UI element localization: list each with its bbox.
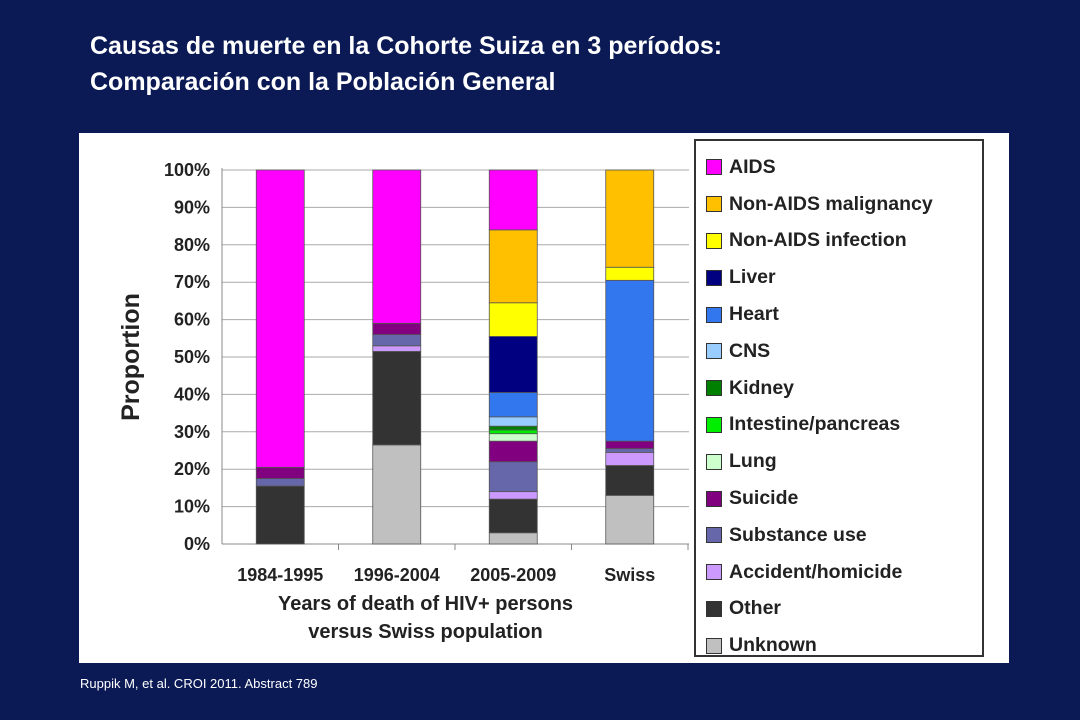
legend-item: Lung — [706, 443, 982, 480]
x-axis-label: Years of death of HIV+ persons — [278, 593, 573, 615]
bar-segment-kidney — [488, 425, 538, 431]
x-tick-label: 2005-2009 — [470, 565, 556, 585]
legend-swatch — [706, 527, 722, 544]
bar-segment-suicide — [372, 322, 422, 335]
legend-item: CNS — [706, 333, 982, 370]
slide-title: Causas de muerte en la Cohorte Suiza en … — [90, 28, 722, 100]
bar-segment-unknown — [488, 532, 538, 545]
legend-swatch — [706, 306, 722, 323]
y-tick-label: 50% — [174, 347, 210, 367]
bar-segment-non-aids-infection — [488, 302, 538, 337]
y-tick-label: 100% — [164, 160, 210, 180]
legend-item: Intestine/pancreas — [706, 407, 982, 444]
y-tick-label: 60% — [174, 310, 210, 330]
legend-swatch — [706, 159, 722, 176]
legend-label: Other — [729, 597, 782, 620]
legend-swatch — [706, 196, 722, 213]
legend-swatch — [706, 564, 722, 581]
legend-swatch — [706, 600, 722, 617]
bar-segment-substance-use — [372, 334, 422, 347]
legend-item: Substance use — [706, 517, 982, 554]
legend-item: Other — [706, 591, 982, 628]
y-tick-label: 0% — [184, 534, 210, 554]
legend-swatch — [706, 269, 722, 286]
legend-label: Non-AIDS infection — [729, 229, 907, 252]
bar-segment-substance-use — [255, 478, 305, 487]
legend-label: AIDS — [729, 155, 776, 178]
legend-swatch — [706, 490, 722, 507]
bar-segment-intestine-pancreas — [488, 429, 538, 435]
x-tick-label: 1984-1995 — [237, 565, 323, 585]
y-tick-label: 40% — [174, 384, 210, 404]
legend-label: Heart — [729, 303, 779, 326]
bar-segment-heart — [605, 279, 655, 442]
legend-item: Kidney — [706, 370, 982, 407]
legend-label: Liver — [729, 266, 776, 289]
bar-segment-heart — [488, 392, 538, 418]
bar-segment-substance-use — [605, 448, 655, 453]
bar-segment-liver — [488, 336, 538, 393]
y-tick-label: 30% — [174, 422, 210, 442]
legend-item: Accident/homicide — [706, 554, 982, 591]
legend-swatch — [706, 453, 722, 470]
x-axis-label: versus Swiss population — [308, 621, 543, 643]
bar-segment-aids — [255, 169, 305, 468]
stacked-bar-chart: 0% 10% 20% 30% 40% 50% 60% 70% 80% 90% 100% 1984-19… — [117, 160, 689, 643]
legend-item: AIDS — [706, 149, 982, 186]
legend-label: Accident/homicide — [729, 560, 903, 583]
chart-panel: 0% 10% 20% 30% 40% 50% 60% 70% 80% 90% 100% 1984-19… — [79, 133, 1009, 663]
slide-title-line2: Comparación con la Población General — [90, 68, 556, 96]
slide-title-line1: Causas de muerte en la Cohorte Suiza en … — [90, 32, 723, 60]
legend-item: Unknown — [706, 627, 982, 664]
legend-label: Suicide — [729, 487, 799, 510]
legend-item: Suicide — [706, 480, 982, 517]
bar-segment-suicide — [605, 440, 655, 450]
legend-label: Intestine/pancreas — [729, 413, 901, 436]
bar-segment-suicide — [255, 466, 305, 479]
legend-item: Heart — [706, 296, 982, 333]
legend-label: CNS — [729, 339, 771, 362]
y-tick-label: 90% — [174, 197, 210, 217]
bar-segment-unknown — [605, 494, 655, 545]
legend-label: Substance use — [729, 523, 867, 546]
y-tick-label: 20% — [174, 459, 210, 479]
bar-segment-aids — [488, 169, 538, 231]
bar-segment-other — [605, 465, 655, 496]
legend-swatch — [706, 232, 722, 249]
legend-swatch — [706, 343, 722, 360]
legend-swatch — [706, 416, 722, 433]
bar-segment-other — [488, 498, 538, 534]
bar-segment-non-aids-malignancy — [605, 169, 655, 268]
bar-segment-cns — [488, 416, 538, 427]
legend-item: Non-AIDS malignancy — [706, 186, 982, 223]
chart-legend: AIDS Non-AIDS malignancy Non-AIDS infectio… — [694, 139, 984, 657]
bar-segment-other — [255, 485, 305, 545]
x-tick-label: Swiss — [604, 565, 655, 585]
bar-segment-accident-homicide — [488, 491, 538, 500]
y-tick-label: 10% — [174, 497, 210, 517]
bar-segment-accident-homicide — [605, 451, 655, 466]
legend-label: Non-AIDS malignancy — [729, 192, 933, 215]
legend-label: Lung — [729, 450, 777, 473]
legend-item: Liver — [706, 259, 982, 296]
bar-segment-suicide — [488, 440, 538, 463]
legend-swatch — [706, 380, 722, 397]
y-tick-label: 70% — [174, 272, 210, 292]
bar-segment-substance-use — [488, 461, 538, 493]
bar-segment-lung — [488, 433, 538, 442]
x-tick-label: 1996-2004 — [354, 565, 440, 585]
bar-segment-aids — [372, 169, 422, 324]
bar-segment-non-aids-infection — [605, 266, 655, 281]
bar-segment-non-aids-malignancy — [488, 229, 538, 304]
legend-label: Kidney — [729, 376, 795, 399]
legend-label: Unknown — [729, 634, 817, 657]
bar-segment-other — [372, 350, 422, 446]
y-axis-label: Proportion — [117, 293, 145, 421]
bar-segment-accident-homicide — [372, 345, 422, 352]
legend-item: Non-AIDS infection — [706, 223, 982, 260]
source-citation: Ruppik M, et al. CROI 2011. Abstract 789 — [80, 676, 318, 691]
legend-swatch — [706, 637, 722, 654]
y-tick-label: 80% — [174, 235, 210, 255]
bar-segment-unknown — [372, 444, 422, 545]
